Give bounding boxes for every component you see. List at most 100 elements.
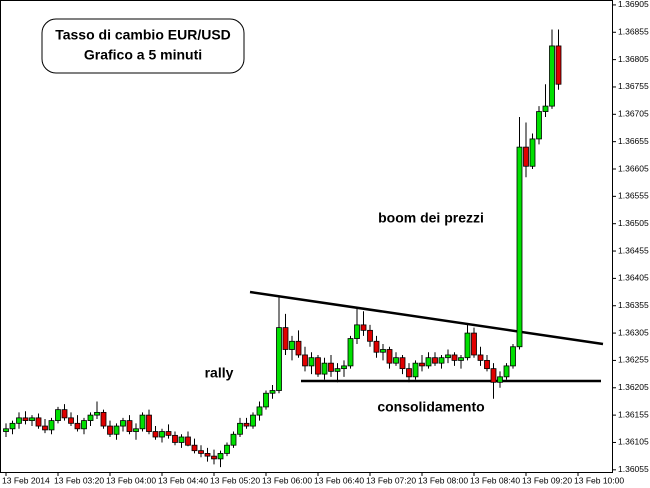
candle-body [445, 354, 451, 359]
candle-body [146, 414, 152, 432]
candle-body [256, 406, 263, 416]
candle-body [22, 417, 29, 421]
candle-body [360, 324, 367, 331]
candle-body [451, 354, 458, 361]
x-tick-label: 13 Feb 08:40 [470, 475, 520, 485]
y-tick-label: 1.36755 [618, 81, 649, 91]
candle-body [302, 354, 308, 367]
candle-body [425, 357, 432, 367]
candle-body [510, 346, 516, 367]
candle-body [35, 417, 42, 427]
x-tick-label: 13 Feb 09:20 [522, 475, 572, 485]
candle-body [172, 434, 178, 443]
candle-body [289, 340, 295, 350]
candle-body [243, 422, 250, 427]
candle-body [139, 414, 146, 430]
y-tick-label: 1.36355 [618, 300, 649, 310]
candle-body [555, 45, 562, 85]
y-tick-label: 1.36705 [618, 109, 649, 119]
x-tick-label: 13 Feb 10:00 [574, 475, 624, 485]
candle-body [438, 357, 445, 364]
candle-body [217, 453, 224, 460]
candle-body [432, 357, 438, 364]
annotation: consolidamento [377, 399, 484, 415]
candle-body [503, 365, 510, 378]
y-tick-label: 1.36305 [618, 327, 649, 337]
candle-body [328, 362, 334, 372]
x-tick-label: 13 Feb 03:20 [54, 475, 104, 485]
candle-body [523, 146, 529, 167]
candle-body [549, 45, 555, 107]
x-tick-label: 13 Feb 06:00 [262, 475, 312, 485]
candle-body [412, 362, 419, 378]
candle-body [198, 450, 204, 454]
candle-body [477, 354, 484, 361]
candle-body [48, 420, 55, 431]
plot-area [0, 0, 613, 473]
candle-body [484, 360, 490, 370]
candle-body [204, 453, 211, 457]
candle-body [68, 417, 74, 424]
x-tick-label: 13 Feb 05:20 [210, 475, 260, 485]
candle-body [367, 329, 373, 342]
candle-body [74, 422, 81, 430]
y-tick-label: 1.36905 [618, 0, 649, 9]
candle-body [55, 409, 61, 421]
candle-body [315, 357, 321, 375]
candle-body [9, 422, 16, 430]
candle-body [159, 431, 165, 438]
annotation: rally [205, 365, 234, 381]
candle-body [341, 365, 347, 370]
candle-body [276, 327, 282, 391]
candle-body [354, 324, 360, 339]
y-tick-label: 1.36505 [618, 218, 649, 228]
y-tick-label: 1.36405 [618, 273, 649, 283]
candle-body [334, 368, 341, 372]
candle-body [269, 390, 276, 394]
candle-body [490, 368, 497, 383]
x-tick-label: 13 Feb 04:00 [106, 475, 156, 485]
candle-body [536, 111, 542, 140]
candle-body [224, 444, 230, 454]
y-tick-label: 1.36855 [618, 27, 649, 37]
candle-body [464, 332, 471, 359]
x-tick-label: 13 Feb 07:20 [366, 475, 416, 485]
candle-body [386, 349, 393, 364]
candle-body [471, 332, 477, 356]
x-tick-label: 13 Feb 06:40 [314, 475, 364, 485]
candle-body [16, 417, 22, 424]
y-tick-label: 1.36805 [618, 54, 649, 64]
candle-body [61, 409, 68, 419]
y-tick-label: 1.36105 [618, 437, 649, 447]
candle-body [165, 431, 172, 436]
candle-body [94, 411, 100, 416]
candle-body [87, 414, 94, 421]
candle-body [42, 425, 48, 431]
candles [3, 29, 562, 468]
candle-body [263, 392, 269, 408]
y-tick-label: 1.36055 [618, 464, 649, 474]
candle-body [230, 433, 237, 446]
y-tick-label: 1.36155 [618, 409, 649, 419]
candle-body [516, 146, 523, 348]
candle-body [380, 349, 386, 353]
x-tick-label: 13 Feb 04:40 [158, 475, 208, 485]
y-tick-label: 1.36455 [618, 245, 649, 255]
candle-body [497, 376, 503, 383]
candle-body [178, 436, 185, 443]
candle-body [237, 422, 243, 435]
candle-body [529, 138, 536, 167]
chart-subtitle: Grafico a 5 minuti [84, 47, 202, 63]
candle-body [120, 420, 126, 427]
y-tick-label: 1.36205 [618, 382, 649, 392]
candle-body [152, 431, 159, 438]
candle-body [211, 455, 217, 460]
candle-body [81, 420, 87, 430]
y-tick-label: 1.36655 [618, 136, 649, 146]
candle-body [321, 362, 328, 375]
candle-body [393, 357, 399, 364]
chart-title: Tasso di cambio EUR/USD [55, 27, 231, 43]
candle-body [191, 444, 198, 452]
candle-body [29, 417, 35, 421]
